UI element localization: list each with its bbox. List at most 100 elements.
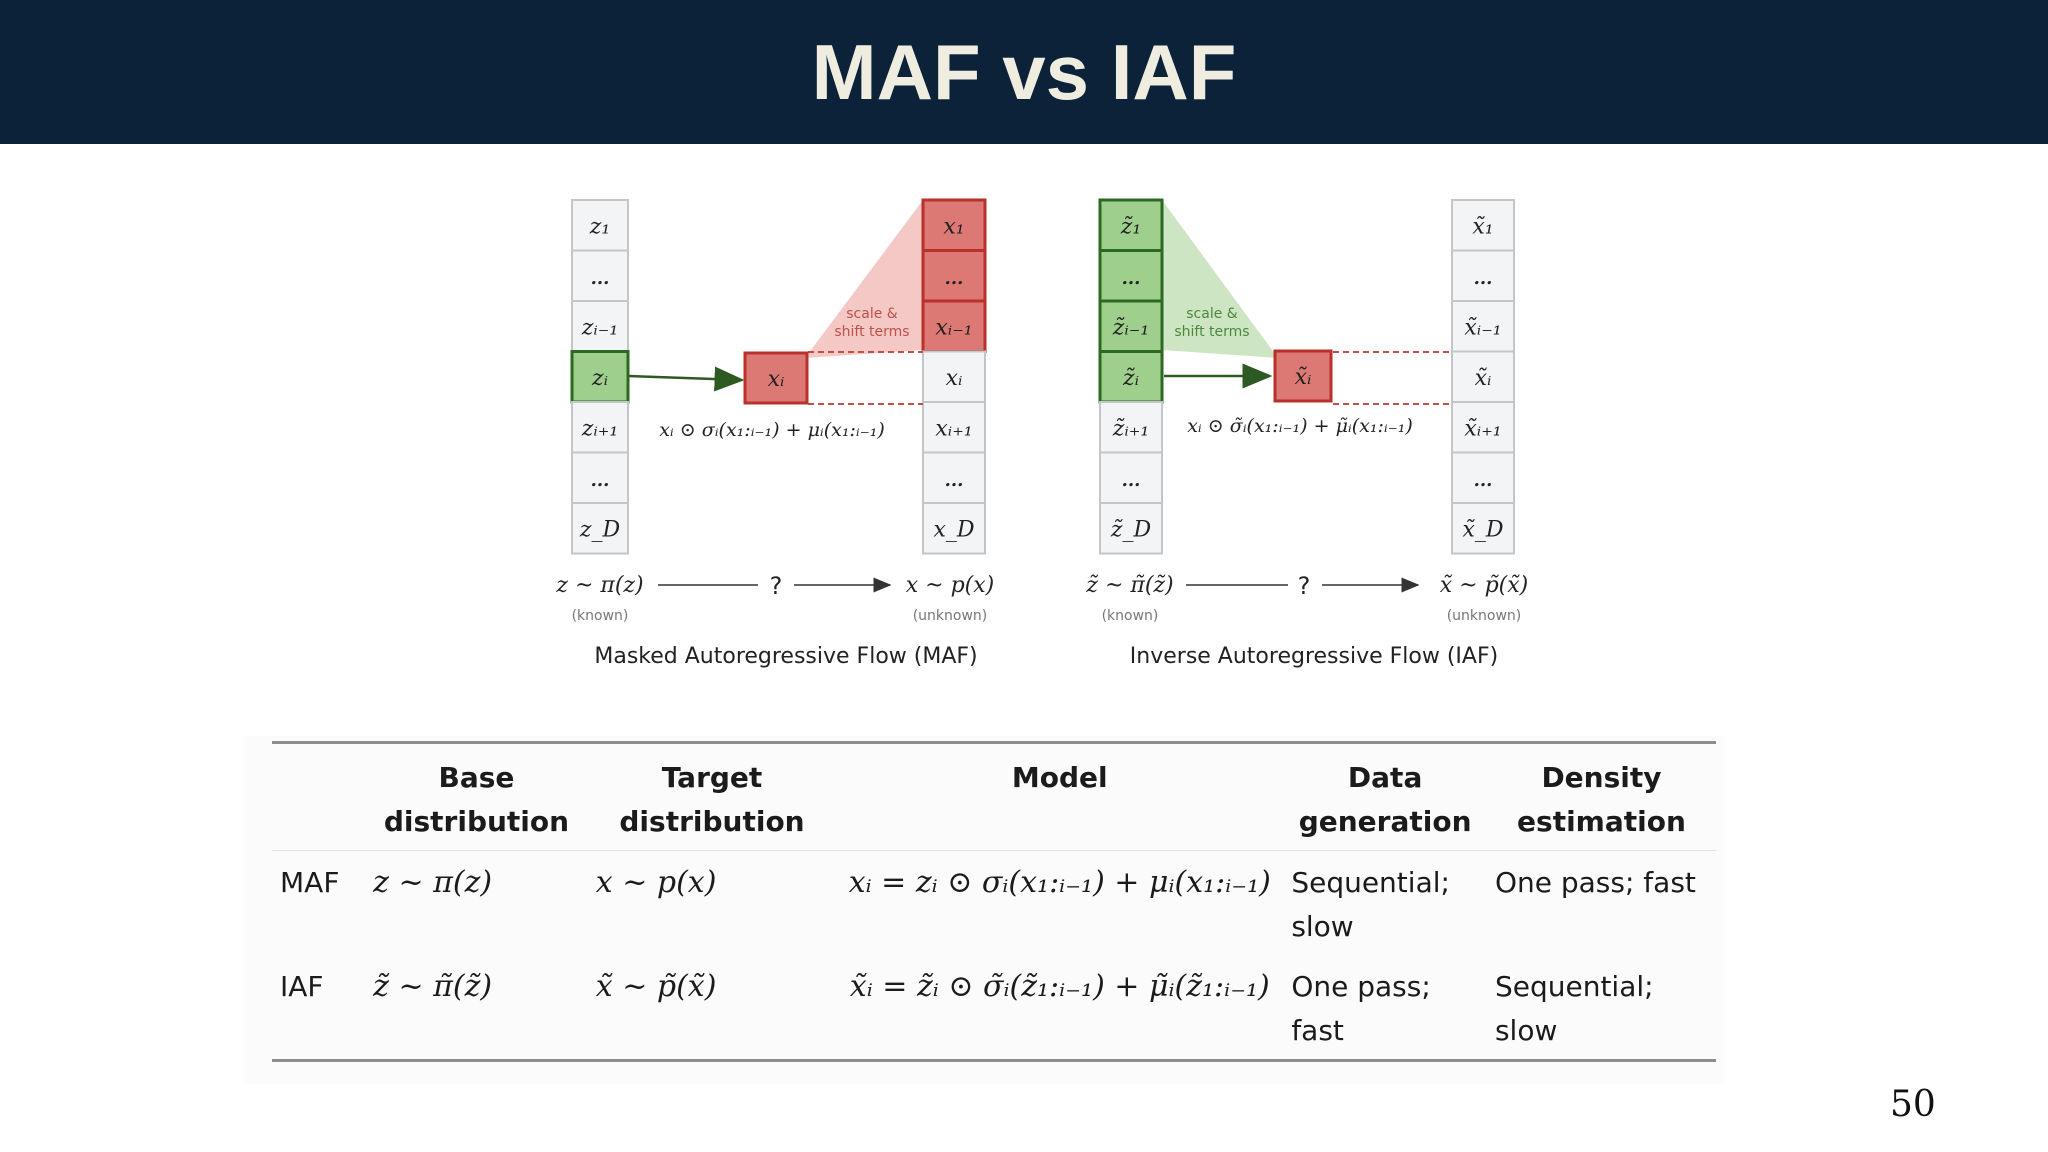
iaf-question: ? bbox=[1298, 572, 1311, 600]
maf-data-cell bbox=[922, 451, 986, 504]
maf-middle-node bbox=[743, 351, 809, 405]
iaf-latent-cell-label: z̃ᵢ₋₁ bbox=[1112, 315, 1149, 340]
maf-iaf-diagram: scale & shift terms z₁... zᵢ₋₁ zᵢ zᵢ₊₁... z_… bbox=[555, 198, 1528, 669]
iaf-data-cell-label: ... bbox=[1474, 470, 1493, 491]
maf-data-cell-label: xᵢ₊₁ bbox=[935, 416, 972, 441]
iaf-latent-cell bbox=[1098, 198, 1164, 252]
iaf-latent-cell-label: z̃_D bbox=[1110, 517, 1152, 542]
maf-base-dist: z ~ π(z) bbox=[555, 573, 643, 598]
slide-title: MAF vs IAF bbox=[811, 27, 1237, 116]
iaf-data-cell-label: ... bbox=[1474, 268, 1493, 289]
iaf-data-column: x̃₁... x̃ᵢ₋₁ x̃ᵢ x̃ᵢ₊₁... x̃_D bbox=[1451, 199, 1515, 555]
header-base-line1: Base bbox=[438, 761, 515, 794]
header-base-distribution: Base distribution bbox=[365, 742, 588, 851]
maf-latent-cell bbox=[571, 502, 629, 555]
header-data-generation: Data generation bbox=[1283, 742, 1487, 851]
iaf-latent-cell-label: z̃ᵢ bbox=[1122, 366, 1139, 391]
maf-latent-cell-label: zᵢ bbox=[591, 366, 608, 391]
iaf-data-cell-label: x̃₁ bbox=[1472, 214, 1493, 239]
iaf-data-cell bbox=[1451, 350, 1515, 403]
maf-latent-cell-label: zᵢ₊₁ bbox=[581, 416, 618, 441]
header-base-line2: distribution bbox=[383, 805, 570, 838]
header-density-line1: Density bbox=[1541, 761, 1662, 794]
iaf-middle-node bbox=[1273, 349, 1333, 403]
comparison-table: Base distribution Target distribution Mo… bbox=[272, 741, 1716, 1062]
maf-diagram: scale & shift terms z₁... zᵢ₋₁ zᵢ zᵢ₊₁... z_… bbox=[555, 198, 994, 669]
iaf-latent-cell bbox=[1098, 249, 1164, 303]
row-model: xᵢ = zᵢ ⊙ σᵢ(x₁:ᵢ₋₁) + μᵢ(x₁:ᵢ₋₁) bbox=[848, 865, 1271, 900]
maf-data-cell bbox=[921, 198, 987, 252]
iaf-formula: xᵢ ⊙ σ̃ᵢ(x₁:ᵢ₋₁) + μ̃ᵢ(x₁:ᵢ₋₁) bbox=[1187, 415, 1413, 437]
row-density-estimation: Sequential; slow bbox=[1494, 970, 1654, 1047]
row-target-distribution: x ~ p(x) bbox=[595, 865, 717, 900]
row-label: MAF bbox=[280, 866, 340, 899]
header-density-line2: estimation bbox=[1517, 805, 1686, 838]
header-target-distribution: Target distribution bbox=[587, 742, 837, 851]
maf-target-dist: x ~ p(x) bbox=[906, 573, 994, 598]
iaf-target-dist: x̃ ~ p̃(x̃) bbox=[1440, 573, 1528, 598]
maf-latent-cell-label: ... bbox=[591, 268, 610, 289]
maf-latent-cell bbox=[571, 199, 629, 252]
iaf-unknown-label: (unknown) bbox=[1447, 608, 1522, 624]
maf-formula: xᵢ ⊙ σᵢ(x₁:ᵢ₋₁) + μᵢ(x₁:ᵢ₋₁) bbox=[659, 419, 885, 441]
header-model-label: Model bbox=[1011, 761, 1108, 794]
row-density-estimation: One pass; fast bbox=[1494, 866, 1696, 899]
page-number: 50 bbox=[1890, 1084, 1936, 1125]
iaf-data-cell-label: x̃_D bbox=[1462, 517, 1503, 542]
table-row: MAF z ~ π(z) x ~ p(x) xᵢ = zᵢ ⊙ σᵢ(x₁:ᵢ₋… bbox=[272, 851, 1716, 956]
iaf-cone-label-1: scale & bbox=[1186, 306, 1238, 322]
maf-data-cell bbox=[921, 249, 987, 303]
iaf-latent-cell bbox=[1099, 502, 1163, 555]
maf-scale-shift-cone bbox=[805, 200, 923, 358]
maf-data-cell-label: xᵢ bbox=[946, 366, 963, 391]
slide-header: MAF vs IAF bbox=[0, 0, 2048, 144]
iaf-latent-cell-label: z̃ᵢ₊₁ bbox=[1112, 416, 1149, 441]
row-model: x̃ᵢ = z̃ᵢ ⊙ σ̃ᵢ(z̃₁:ᵢ₋₁) + μ̃ᵢ(z̃₁:ᵢ₋₁) bbox=[849, 969, 1270, 1004]
maf-latent-cell-label: ... bbox=[591, 470, 610, 491]
maf-unknown-label: (unknown) bbox=[913, 608, 988, 624]
iaf-latent-column: z̃₁... z̃ᵢ₋₁ z̃ᵢ z̃ᵢ₊₁... z̃_D bbox=[1098, 198, 1164, 555]
maf-cone-label-1: scale & bbox=[846, 306, 898, 322]
header-data-line2: generation bbox=[1298, 805, 1472, 838]
iaf-scale-shift-cone bbox=[1162, 200, 1278, 358]
iaf-data-cell bbox=[1451, 502, 1515, 555]
maf-data-cell bbox=[922, 350, 986, 403]
maf-data-cell bbox=[922, 502, 986, 555]
row-base-distribution: z̃ ~ π̃(z̃) bbox=[373, 969, 493, 1004]
table-row: IAF z̃ ~ π̃(z̃) x̃ ~ p̃(x̃) x̃ᵢ = z̃ᵢ ⊙ … bbox=[272, 955, 1716, 1061]
header-model: Model bbox=[836, 742, 1284, 851]
header-density-estimation: Density estimation bbox=[1486, 742, 1716, 851]
row-target-distribution: x̃ ~ p̃(x̃) bbox=[595, 969, 717, 1004]
iaf-latent-cell-label: ... bbox=[1122, 470, 1141, 491]
iaf-known-label: (known) bbox=[1102, 608, 1159, 624]
comparison-table-panel: Base distribution Target distribution Mo… bbox=[244, 736, 1724, 1084]
row-data-generation: One pass; fast bbox=[1291, 970, 1431, 1047]
iaf-latent-cell-label: ... bbox=[1122, 268, 1141, 289]
iaf-data-cell-label: x̃ᵢ₊₁ bbox=[1464, 416, 1501, 441]
maf-data-cell bbox=[922, 401, 986, 454]
maf-latent-cell-label: z_D bbox=[579, 517, 621, 542]
maf-data-cell-label: x₁ bbox=[943, 214, 964, 239]
header-target-line2: distribution bbox=[619, 805, 805, 838]
maf-known-label: (known) bbox=[572, 608, 629, 624]
maf-data-column: x₁... xᵢ₋₁ xᵢ xᵢ₊₁... x_D bbox=[921, 198, 987, 555]
maf-data-cell-label: ... bbox=[945, 268, 964, 289]
maf-caption: Masked Autoregressive Flow (MAF) bbox=[594, 644, 977, 669]
header-data-line1: Data bbox=[1347, 761, 1423, 794]
iaf-latent-cell bbox=[1098, 299, 1164, 353]
maf-arrow bbox=[628, 366, 745, 392]
iaf-base-dist: z̃ ~ π̃(z̃) bbox=[1085, 573, 1173, 598]
row-label: IAF bbox=[280, 970, 324, 1003]
iaf-data-cell bbox=[1451, 401, 1515, 454]
maf-data-cell-label: x_D bbox=[933, 517, 974, 542]
iaf-caption: Inverse Autoregressive Flow (IAF) bbox=[1130, 644, 1498, 669]
header-target-line1: Target bbox=[661, 761, 763, 794]
maf-latent-cell bbox=[571, 451, 629, 504]
maf-latent-cell-label: zᵢ₋₁ bbox=[581, 315, 618, 340]
iaf-cone-label-2: shift terms bbox=[1174, 324, 1249, 340]
header-blank bbox=[272, 742, 366, 851]
row-base-distribution: z ~ π(z) bbox=[373, 865, 493, 900]
maf-latent-cell-label: z₁ bbox=[589, 214, 610, 239]
iaf-latent-cell-label: z̃₁ bbox=[1120, 214, 1141, 239]
table-header-row: Base distribution Target distribution Mo… bbox=[272, 742, 1716, 851]
